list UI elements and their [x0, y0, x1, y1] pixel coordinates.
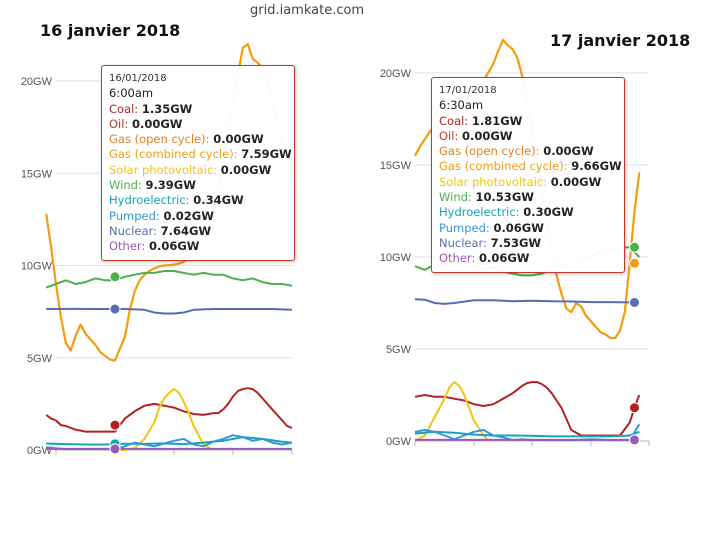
left-marker-nuclear [109, 303, 121, 315]
right-marker-nuclear [629, 296, 640, 308]
right-tooltip-label: Gas (open cycle): [439, 144, 544, 159]
right-tooltip-value: 0.00GW [543, 144, 594, 159]
right-tooltip-label: Other: [439, 251, 479, 266]
left-series-wind [45, 270, 293, 289]
right-tooltip-row: Gas (combined cycle): 9.66GW [439, 159, 622, 174]
left-tooltip-value: 0.34GW [193, 193, 244, 208]
left-series-gas-combined-cycle [45, 42, 294, 362]
tooltip-right: 17/01/2018 6:30am Coal: 1.81GW Oil: 0.00GW G… [431, 77, 625, 273]
right-ytick-label: 10GW [380, 252, 412, 264]
right-tooltip-label: Hydroelectric: [439, 205, 524, 220]
left-tooltip-row: Solar photovoltaic: 0.00GW [109, 163, 287, 178]
right-tooltip-value: 0.00GW [461, 128, 513, 143]
left-tooltip-label: Solar photovoltaic: [109, 162, 221, 177]
left-series-nuclear [46, 307, 293, 315]
left-series-solar-photovoltaic [115, 388, 214, 451]
right-tooltip-row: Coal: 1.81GW [439, 114, 617, 129]
left-tooltip-time: 6:00am [109, 86, 154, 101]
right-tooltip-value: 0.00GW [550, 174, 602, 189]
chart-title-left: 16 janvier 2018 [40, 21, 181, 40]
right-ytick-label: 15GW [380, 160, 412, 172]
right-tooltip-row: Wind: 10.53GW [439, 190, 617, 205]
left-ytick-label: 20GW [21, 76, 53, 88]
right-tooltip-value: 0.06GW [493, 220, 544, 235]
left-tooltip-label: Gas (combined cycle): [109, 147, 242, 162]
right-marker-gas-combined-cycle [629, 257, 640, 269]
right-tooltip-value: 0.30GW [523, 205, 574, 220]
left-tooltip-label: Gas (open cycle): [109, 132, 214, 147]
right-tooltip-row: Nuclear: 7.53GW [439, 236, 617, 251]
right-tooltip-row: Gas (open cycle): 0.00GW [439, 144, 617, 159]
left-tooltip-value: 0.02GW [163, 208, 214, 223]
right-tooltip-row: Pumped: 0.06GW [439, 221, 617, 236]
right-ytick-label: 5GW [386, 344, 412, 356]
left-tooltip-value: 1.35GW [141, 101, 193, 116]
right-ytick-label: 20GW [380, 68, 412, 80]
right-tooltip-label: Solar photovoltaic: [439, 174, 551, 189]
left-tooltip-value: 7.64GW [160, 223, 212, 238]
left-ytick-label: 10GW [21, 261, 53, 273]
right-tooltip-label: Wind: [439, 190, 476, 205]
left-tooltip-row: Gas (combined cycle): 7.59GW [109, 147, 292, 162]
left-tooltip-value: 9.39GW [145, 178, 196, 193]
left-tooltip-row: Wind: 9.39GW [109, 178, 287, 193]
right-tooltip-value: 1.81GW [471, 113, 523, 128]
left-marker-coal [109, 419, 121, 431]
left-tooltip-label: Coal: [109, 101, 142, 116]
right-tooltip-date: 17/01/2018 [439, 85, 497, 96]
right-series-hydroelectric [414, 430, 640, 438]
right-tooltip-row: Oil: 0.00GW [439, 129, 617, 144]
left-ytick-label: 15GW [21, 168, 53, 180]
right-tooltip-label: Pumped: [439, 220, 494, 235]
left-tooltip-row: Gas (open cycle): 0.00GW [109, 132, 287, 147]
right-tooltip-row: Other: 0.06GW [439, 251, 617, 266]
left-marker-wind [109, 271, 121, 283]
left-tooltip-row: Oil: 0.00GW [109, 117, 287, 132]
right-tooltip-value: 9.66GW [571, 159, 622, 174]
left-tooltip-date: 16/01/2018 [109, 73, 167, 84]
right-tooltip-label: Gas (combined cycle): [439, 159, 572, 174]
right-marker-wind [629, 241, 640, 253]
left-tooltip-label: Pumped: [109, 208, 164, 223]
left-tooltip-row: Nuclear: 7.64GW [109, 224, 287, 239]
left-tooltip-label: Wind: [109, 178, 146, 193]
left-tooltip-value: 0.00GW [131, 116, 183, 131]
left-tooltip-row: Pumped: 0.02GW [109, 209, 287, 224]
right-tooltip-row: Hydroelectric: 0.30GW [439, 205, 617, 220]
left-tooltip-label: Nuclear: [109, 223, 161, 238]
right-tooltip-label: Coal: [439, 113, 472, 128]
right-tooltip-row: Solar photovoltaic: 0.00GW [439, 175, 617, 190]
right-series-nuclear [414, 298, 640, 305]
left-tooltip-label: Oil: [109, 116, 132, 131]
left-marker-other [109, 443, 121, 455]
left-tooltip-value: 0.00GW [213, 132, 264, 147]
right-tooltip-label: Nuclear: [439, 235, 491, 250]
tooltip-left: 16/01/2018 6:00am Coal: 1.35GW Oil: 0.00GW G… [101, 65, 295, 261]
left-series-coal [45, 387, 293, 433]
left-tooltip-value: 0.00GW [220, 162, 272, 177]
left-tooltip-value: 7.59GW [241, 147, 292, 162]
left-tooltip-row: Coal: 1.35GW [109, 102, 287, 117]
chart-title-right: 17 janvier 2018 [550, 31, 691, 50]
left-tooltip-label: Other: [109, 239, 149, 254]
left-tooltip-row: Other: 0.06GW [109, 239, 287, 254]
site-name: grid.iamkate.com [250, 3, 365, 18]
right-tooltip-value: 7.53GW [490, 235, 542, 250]
right-tooltip-time: 6:30am [439, 98, 484, 113]
right-tooltip-value: 10.53GW [475, 190, 534, 205]
right-series-solar-photovoltaic [414, 381, 490, 442]
right-ytick-label: 0GW [386, 436, 412, 448]
left-tooltip-value: 0.06GW [148, 239, 200, 254]
left-tooltip-label: Hydroelectric: [109, 193, 194, 208]
right-marker-coal [629, 402, 640, 414]
right-tooltip-label: Oil: [439, 128, 462, 143]
right-tooltip-value: 0.06GW [478, 251, 530, 266]
right-marker-other [629, 434, 640, 446]
left-ytick-label: 5GW [27, 353, 53, 365]
left-tooltip-row: Hydroelectric: 0.34GW [109, 193, 287, 208]
